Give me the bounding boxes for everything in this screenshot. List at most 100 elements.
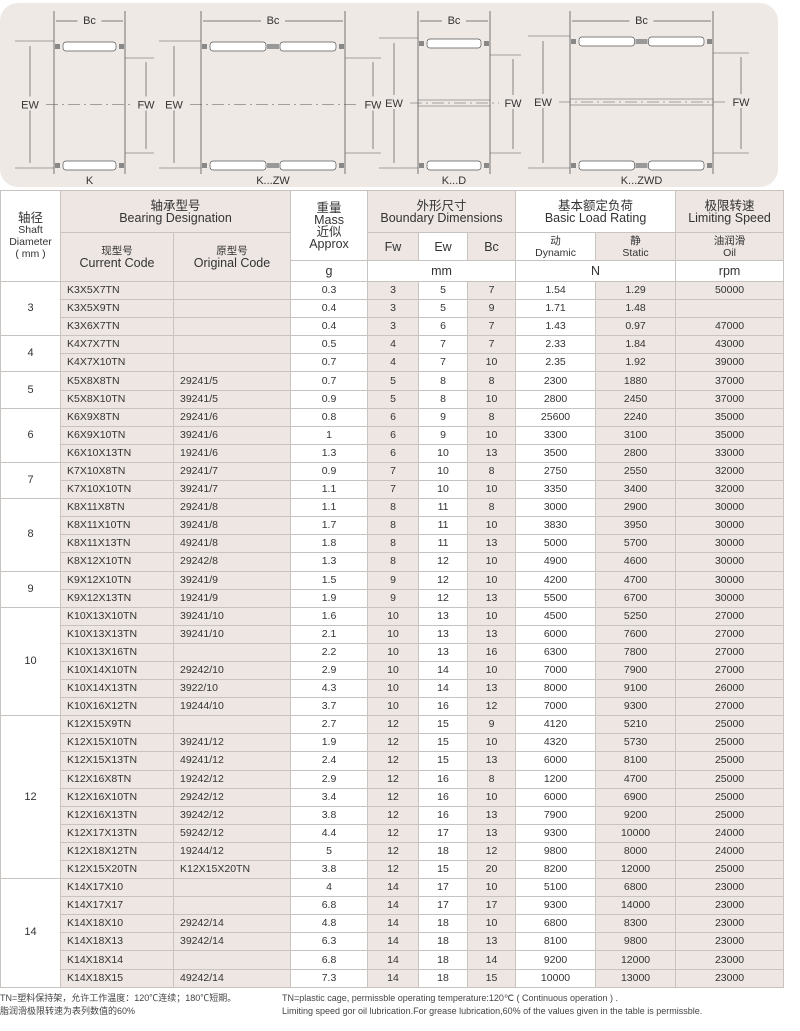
ew-label-bg [161,96,187,111]
mass-cell: 1.6 [290,606,369,626]
current-code-cell: K12X15X9TN [60,715,174,735]
header-original-en: Original Code [193,256,271,270]
ew-cell: 9 [418,407,469,427]
original-code-cell: 39241/7 [172,480,292,500]
cage-end [55,163,60,168]
dynamic-load-cell: 7000 [515,697,597,717]
fw-cell: 14 [367,968,420,988]
fw-label-bg [728,94,754,108]
ew-label-bg [381,95,407,109]
limiting-speed-cell: 37000 [675,371,785,391]
fw-cell: 10 [367,642,420,662]
needle-roller [578,160,635,171]
original-code-cell [172,280,292,301]
fw-label: FW [732,97,750,109]
header-speed-unit: rpm [675,260,785,282]
ew-label: EW [21,100,39,112]
header-mass-unit: g [290,260,369,282]
limiting-speed-cell: 25000 [675,859,785,880]
cage-end [202,44,207,49]
diagram-type-label: K...ZW [256,175,290,187]
bearing-diagrams-panel: Bc EW FW K Bc EW FW K...ZW Bc EW FW K...D Bc EW FW K...… [0,3,778,187]
fw-cell: 10 [367,697,420,717]
fw-cell: 14 [367,878,420,898]
ew-cell: 14 [418,660,469,681]
ew-label-bg [17,96,43,111]
dynamic-load-cell: 2800 [515,389,597,409]
bc-cell: 8 [467,407,517,427]
table-row: K10X16X12TN 19244/10 3.7 10 16 12 7000 9300 2700… [1,697,785,717]
shaft-diameter-cell: 3 [0,280,61,337]
fw-cell: 5 [367,389,420,409]
static-load-cell: 8300 [595,914,677,934]
table-row: K14X18X15 49242/14 7.3 14 18 15 10000 13000 2300… [1,968,785,988]
static-load-cell: 10000 [595,823,677,843]
fw-label-bg [133,96,159,111]
original-code-cell [172,317,292,337]
ew-cell: 18 [418,968,469,988]
ew-cell: 15 [418,751,469,771]
static-load-cell: 4700 [595,769,677,789]
limiting-speed-cell: 30000 [675,570,785,590]
table-row: K12X16X13TN 39242/12 3.8 12 16 13 7900 9200 2500… [1,805,785,825]
current-code-cell: K14X18X15 [60,968,174,988]
fw-cell: 14 [367,950,420,970]
table-row: K12X15X13TN 49241/12 2.4 12 15 13 6000 8100 2500… [1,751,785,771]
table-row: K12X16X10TN 29242/12 3.4 12 16 10 6000 6900 2500… [1,787,785,807]
dynamic-load-cell: 5500 [515,588,597,608]
limiting-speed-cell: 26000 [675,679,785,699]
static-load-cell: 13000 [595,968,677,988]
bc-label: Bc [83,15,96,27]
current-code-cell: K7X10X8TN [60,461,174,482]
table-row: K10X14X13TN 3922/10 4.3 10 14 13 8000 9100 26000 [1,679,785,699]
dynamic-load-cell: 3500 [515,443,597,463]
table-row: 6 K6X9X8TN 29241/6 0.8 6 9 8 25600 2240 35000 [0,407,785,463]
original-code-cell: 29241/5 [172,371,292,391]
static-load-cell: 2800 [595,443,677,463]
bc-cell: 10 [467,570,517,590]
header-original-cn: 原型号 [216,245,248,257]
mass-cell: 4.4 [290,823,369,843]
bc-cell: 12 [467,697,517,717]
header-dim-unit: mm [367,260,517,282]
static-load-cell: 7800 [595,642,677,662]
table-row: K14X17X17 6.8 14 17 17 9300 14000 23000 [1,896,785,916]
mass-cell: 3.7 [290,697,369,717]
bc-cell: 13 [467,624,517,644]
diagram-type-label: K...ZWD [621,175,663,187]
original-code-cell: 29242/8 [172,552,292,572]
current-code-cell: K12X18X12TN [60,841,174,862]
limiting-speed-cell: 27000 [675,624,785,644]
fw-cell: 10 [367,606,420,626]
limiting-speed-cell: 23000 [675,896,785,916]
mass-cell: 0.9 [290,389,369,409]
header-fw: Fw [367,232,420,261]
bc-cell: 10 [467,425,517,445]
needle-roller [648,160,705,171]
bc-cell: 10 [467,389,517,409]
static-load-cell: 5700 [595,534,677,554]
fw-cell: 7 [367,480,420,500]
header-boundary: 外形尺寸 Boundary Dimensions [367,190,517,233]
dynamic-load-cell: 9300 [515,823,597,843]
mass-cell: 6.8 [290,896,369,916]
fw-cell: 9 [367,570,420,590]
static-load-cell: 4700 [595,570,677,590]
mass-cell: 2.2 [290,642,369,662]
fw-label: FW [504,98,522,110]
current-code-cell: K9X12X10TN [60,570,174,590]
fw-cell: 10 [367,679,420,699]
bc-cell: 13 [467,751,517,771]
header-boundary-en: Boundary Dimensions [380,210,503,225]
dynamic-load-cell: 6000 [515,624,597,644]
fw-cell: 6 [367,407,420,427]
original-code-cell: 39242/14 [172,932,292,952]
current-code-cell: K8X11X10TN [60,516,174,536]
static-load-cell: 5210 [595,715,677,735]
dynamic-load-cell: 8000 [515,679,597,699]
original-code-cell: 29242/14 [172,914,292,934]
footnote-cn: TN=塑料保持架，允许工作温度：120℃连续；180℃短期。 脂润滑极限转速为表… [0,992,280,1018]
mass-cell: 1.1 [290,480,369,500]
static-load-cell: 9800 [595,932,677,952]
bc-cell: 15 [467,968,517,988]
